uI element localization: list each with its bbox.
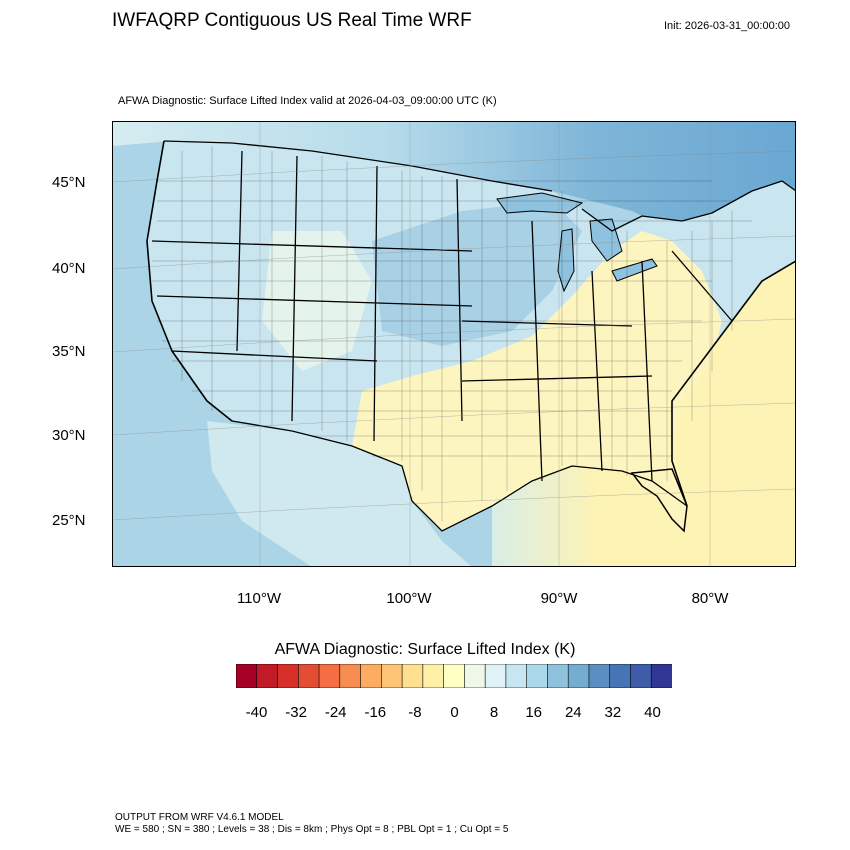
colorbar-swatch	[422, 664, 445, 688]
colorbar-swatch	[277, 664, 299, 688]
colorbar-swatch	[630, 664, 652, 688]
lon-label-100w: 100°W	[386, 590, 432, 607]
colorbar-tick-label: -8	[408, 704, 422, 721]
state-boundaries	[151, 140, 796, 532]
florida	[630, 468, 688, 533]
colorbar-tick-label: 32	[604, 704, 622, 721]
canada-region	[112, 121, 796, 241]
colorbar-swatch	[484, 664, 507, 688]
lon-label-90w: 90°W	[540, 590, 578, 607]
lat-label-30n: 30°N	[52, 427, 86, 444]
lon-label-110w: 110°W	[236, 590, 282, 607]
lat-label-40n: 40°N	[52, 260, 86, 277]
colorbar	[236, 664, 672, 688]
graticule	[112, 121, 796, 567]
colorbar-swatch	[401, 664, 424, 688]
us-coastline	[146, 140, 796, 507]
colorbar-swatch	[318, 664, 341, 688]
footer-model-line: OUTPUT FROM WRF V4.6.1 MODEL	[115, 812, 284, 823]
mexico-region	[207, 421, 472, 567]
colorbar-swatch	[526, 664, 549, 688]
colorbar-swatch	[505, 664, 528, 688]
colorbar-swatch	[588, 664, 611, 688]
colorbar-tick-label: 16	[525, 704, 543, 721]
colorbar-swatch	[381, 664, 403, 688]
lon-label-80w: 80°W	[691, 590, 729, 607]
plot-subtitle: AFWA Diagnostic: Surface Lifted Index va…	[118, 95, 497, 107]
colorbar-swatch	[360, 664, 382, 688]
colorbar-swatch	[443, 664, 465, 688]
colorbar-swatch	[547, 664, 569, 688]
colorbar-swatch	[567, 664, 590, 688]
colorbar-swatch	[297, 664, 320, 688]
lifted-index-map	[112, 121, 796, 567]
colorbar-title: AFWA Diagnostic: Surface Lifted Index (K…	[274, 641, 576, 658]
cool-midwest	[372, 201, 582, 346]
colorbar-tick-label: -16	[364, 704, 387, 721]
colorbar-swatch	[339, 664, 362, 688]
county-boundaries	[152, 146, 752, 521]
colorbar-tick-label: -40	[245, 704, 268, 721]
footer-config-line: WE = 580 ; SN = 380 ; Levels = 38 ; Dis …	[115, 824, 509, 835]
colorbar-tick-label: 24	[564, 704, 582, 721]
colorbar-tick-label: -24	[324, 704, 347, 721]
colorbar-swatch	[256, 664, 279, 688]
colorbar-swatch	[650, 664, 672, 688]
init-time-label: Init: 2026-03-31_00:00:00	[664, 20, 790, 32]
colorbar-swatch	[609, 664, 632, 688]
colorbar-tick-label: 40	[644, 704, 661, 721]
lat-label-35n: 35°N	[52, 343, 86, 360]
colorbar-swatch	[236, 664, 258, 688]
colorbar-tick-label: 8	[489, 704, 499, 721]
colorbar-swatch	[464, 664, 486, 688]
lat-label-25n: 25°N	[52, 512, 86, 529]
main-title: IWFAQRP Contiguous US Real Time WRF	[112, 10, 472, 31]
lat-label-45n: 45°N	[52, 174, 86, 191]
colorbar-tick-label: 0	[450, 704, 459, 721]
colorbar-tick-label: -32	[285, 704, 307, 721]
map-frame	[112, 121, 796, 567]
lake-erie	[611, 258, 658, 282]
